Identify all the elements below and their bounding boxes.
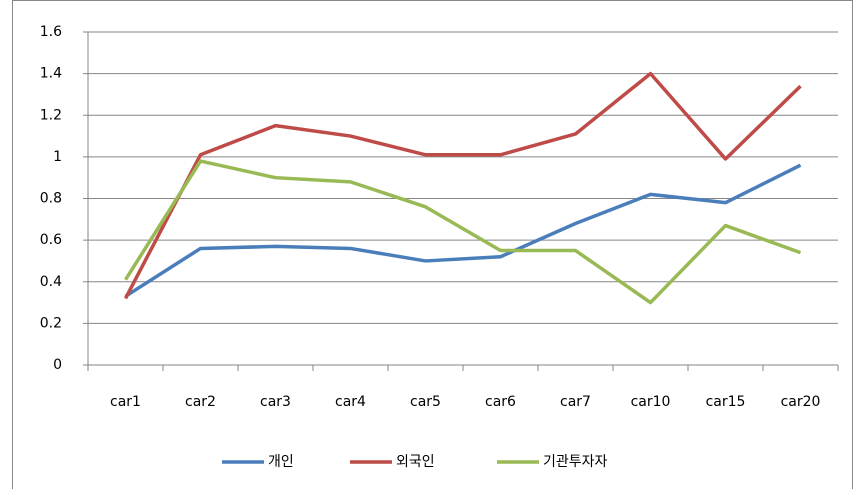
- x-tick-label: car1: [110, 394, 141, 410]
- x-tick-label: car3: [260, 394, 291, 410]
- x-tick-label: car4: [335, 394, 366, 410]
- y-tick-label: 0.4: [40, 274, 62, 290]
- y-tick-label: 0.8: [40, 191, 62, 207]
- x-tick-label: car2: [185, 394, 216, 410]
- y-tick-label: 0.6: [40, 232, 62, 248]
- x-tick-label: car10: [631, 394, 671, 410]
- y-tick-label: 0: [53, 357, 62, 373]
- legend-label: 기관투자자: [543, 454, 608, 470]
- x-tick-label: car5: [410, 394, 441, 410]
- x-tick-label: car15: [706, 394, 746, 410]
- legend-label: 외국인: [396, 454, 435, 470]
- series-line: [124, 159, 802, 305]
- y-tick-label: 1.6: [40, 24, 62, 40]
- x-tick-label: car6: [485, 394, 516, 410]
- y-tick-label: 1.4: [40, 66, 62, 82]
- legend-label: 개인: [268, 454, 294, 470]
- y-tick-label: 0.2: [40, 315, 62, 331]
- y-tick-label: 1.2: [40, 107, 62, 123]
- series-line: [123, 71, 802, 300]
- x-tick-label: car7: [560, 394, 591, 410]
- series-line: [124, 163, 802, 298]
- y-tick-label: 1: [53, 149, 62, 165]
- x-tick-label: car20: [781, 394, 821, 410]
